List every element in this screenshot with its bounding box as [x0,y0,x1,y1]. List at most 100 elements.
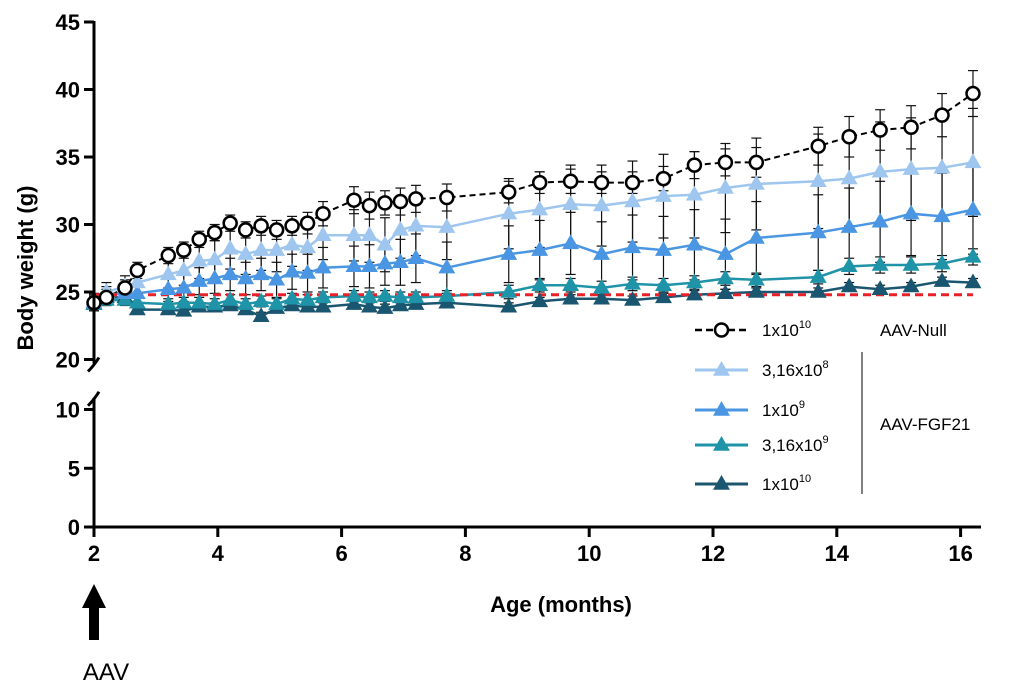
data-point [593,245,611,260]
data-point [934,107,950,123]
data-point [299,215,316,231]
data-point [376,287,394,302]
data-point [655,187,672,202]
data-point [840,257,858,273]
legend-marker-1 [713,360,730,376]
data-point [809,268,827,283]
data-point [438,287,456,302]
data-point [128,273,146,289]
legend-entry-label: 1x109 [762,399,805,420]
data-point [717,154,734,171]
data-point [252,241,270,256]
data-point [314,288,332,304]
axis-break-mark-upper [86,356,101,373]
data-point [345,226,363,241]
data-point [268,295,286,310]
data-point [283,289,301,305]
data-point [360,288,378,304]
data-point [624,192,641,208]
data-point [360,297,378,313]
data-point [655,276,672,291]
data-point [965,85,981,102]
data-point [655,170,672,187]
data-point [531,200,549,216]
data-point [747,228,765,244]
data-point [175,261,193,277]
data-point [902,277,920,293]
axes: 2 4 6 8 10 12 14 16 0 5 10 20 25 30 35 40 45 [56,10,981,566]
data-point [128,284,146,300]
data-point [747,282,765,298]
data-point [407,216,425,232]
data-point [283,235,301,251]
legend: 1x1010 3,16x108 1x109 3,16x109 1x1010 AAV-Nul… [695,319,970,494]
data-point [531,174,548,191]
series-lines [93,92,974,318]
data-point [206,224,223,241]
data-point [500,245,518,260]
x-axis-title: Age (months) [490,592,632,617]
data-point [439,189,455,206]
data-point [268,222,285,238]
data-point [872,122,888,138]
data-point [716,284,734,300]
data-point [376,299,394,314]
data-point [933,254,951,270]
legend-entry-label: 3,16x108 [762,359,829,380]
data-point [500,204,518,220]
y-tick-label: 10 [56,398,80,423]
data-point [176,242,192,258]
data-point [206,269,224,285]
data-point [206,295,224,310]
data-point [190,293,208,309]
legend-marker-2 [713,400,730,416]
legend-marker-4 [713,474,730,490]
legend-marker-3 [713,435,730,451]
data-point [624,291,641,306]
data-point [391,253,409,268]
data-point [376,254,394,270]
y-tick-label: 20 [56,348,80,373]
y-tick-label: 40 [56,78,80,103]
data-point [438,218,456,233]
data-point [407,288,425,304]
data-point [871,212,889,228]
data-point [933,207,951,223]
data-point [345,295,363,310]
data-point [748,154,765,171]
data-point [531,276,549,291]
data-point [685,285,703,301]
data-point [360,226,378,241]
data-point [933,158,951,174]
data-point [809,282,827,298]
data-point [392,193,409,210]
data-point [222,215,238,231]
y-tick-label: 5 [68,456,80,481]
data-point [237,295,255,310]
data-point [376,235,394,251]
data-point [361,197,378,214]
data-point [346,192,362,208]
data-point [345,257,363,273]
data-point [500,297,518,313]
data-point [438,258,456,274]
data-point [716,245,734,260]
data-point [809,172,827,187]
data-point [562,234,580,250]
data-point [159,265,177,281]
data-point [237,222,254,238]
data-point [562,289,580,305]
y-tick-label: 25 [56,280,80,305]
y-tick-label: 30 [56,213,80,238]
data-point [299,291,317,306]
data-point [391,288,409,304]
legend-marker-0 [713,322,730,338]
data-point [159,295,177,310]
data-point [268,241,286,256]
data-point [190,251,208,267]
up-arrow-icon [82,584,106,640]
data-point [562,276,580,291]
data-point [871,162,889,178]
data-point [624,274,641,290]
data-point [562,195,580,210]
